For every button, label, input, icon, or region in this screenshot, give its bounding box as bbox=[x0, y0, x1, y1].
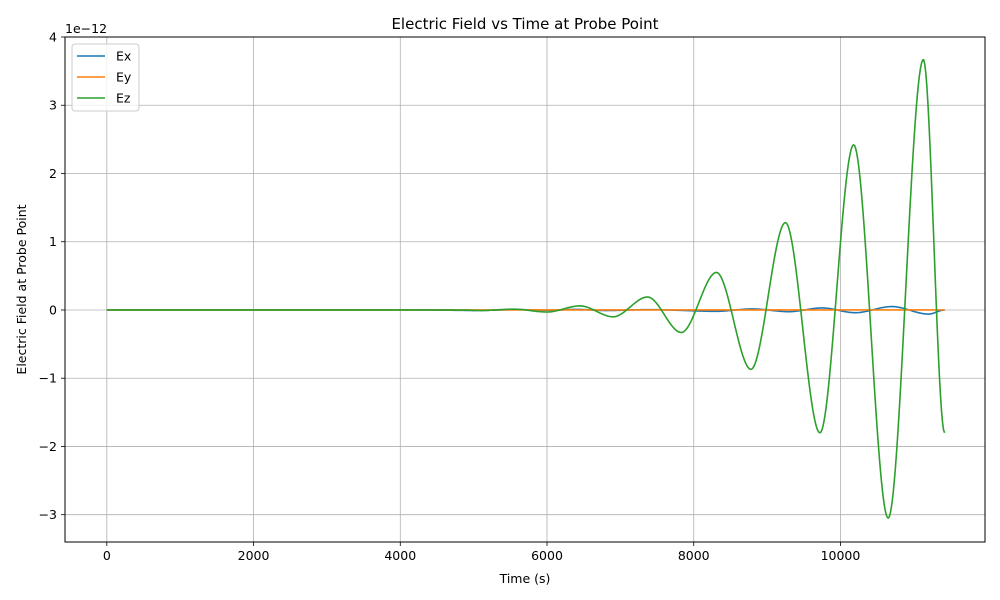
y-tick-label: −3 bbox=[39, 507, 57, 522]
legend-label-ey: Ey bbox=[116, 70, 132, 85]
x-axis-ticks: 0 2000 4000 6000 8000 10000 bbox=[103, 542, 861, 563]
x-tick-label: 8000 bbox=[678, 548, 710, 563]
legend-box bbox=[71, 43, 140, 112]
plot-frame bbox=[64, 36, 986, 543]
x-tick-label: 4000 bbox=[384, 548, 416, 563]
legend-label-ez: Ez bbox=[116, 91, 131, 106]
y-tick-label: −1 bbox=[39, 371, 57, 386]
y-axis-ticks: −3 −2 −1 0 1 2 3 4 bbox=[39, 30, 65, 522]
legend-label-ex: Ex bbox=[116, 49, 131, 64]
x-axis-label: Time (s) bbox=[499, 571, 551, 586]
chart-title: Electric Field vs Time at Probe Point bbox=[391, 15, 658, 33]
x-tick-label: 10000 bbox=[821, 548, 861, 563]
legend: Ex Ey Ez bbox=[71, 43, 140, 112]
x-tick-label: 6000 bbox=[531, 548, 563, 563]
y-tick-label: 4 bbox=[49, 30, 57, 45]
y-tick-label: 0 bbox=[49, 302, 57, 317]
y-tick-label: 1 bbox=[49, 234, 57, 249]
y-tick-label: −2 bbox=[39, 439, 57, 454]
y-tick-label: 2 bbox=[49, 166, 57, 181]
series-line-ez bbox=[106, 58, 946, 519]
x-tick-label: 2000 bbox=[238, 548, 270, 563]
y-axis-offset-label: 1e−12 bbox=[65, 21, 107, 36]
y-axis-label: Electric Field at Probe Point bbox=[14, 204, 29, 374]
grid bbox=[65, 36, 985, 542]
x-tick-label: 0 bbox=[103, 548, 111, 563]
plot-lines bbox=[106, 58, 946, 519]
y-tick-label: 3 bbox=[49, 98, 57, 113]
